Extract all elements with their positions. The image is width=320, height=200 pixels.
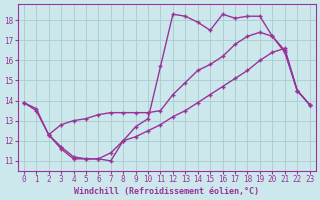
- X-axis label: Windchill (Refroidissement éolien,°C): Windchill (Refroidissement éolien,°C): [74, 187, 259, 196]
